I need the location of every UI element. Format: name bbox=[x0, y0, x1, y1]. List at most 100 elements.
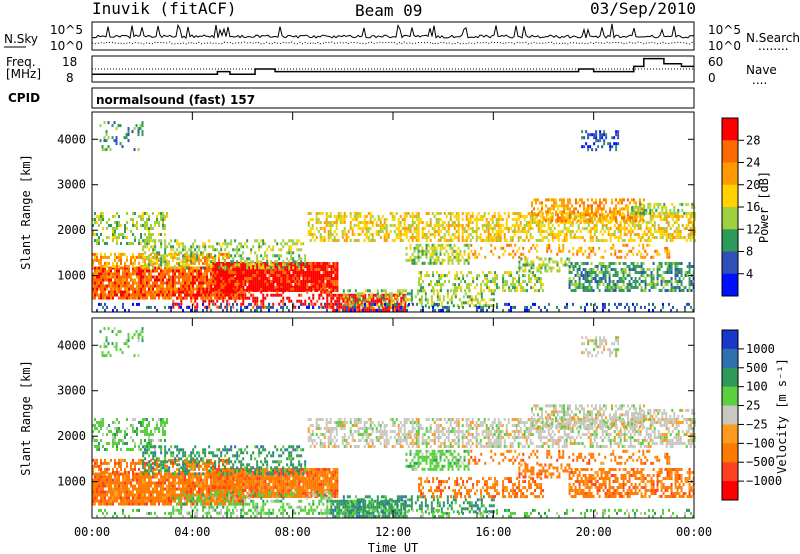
power-cell bbox=[364, 296, 367, 300]
power-cell bbox=[626, 283, 629, 286]
power-cell bbox=[410, 298, 413, 302]
power-cell bbox=[210, 281, 212, 285]
power-cell bbox=[296, 284, 299, 288]
power-cell bbox=[232, 283, 235, 286]
power-cell bbox=[403, 227, 406, 230]
power-cell bbox=[226, 293, 228, 297]
power-cell bbox=[266, 254, 269, 258]
power-cell bbox=[377, 230, 380, 233]
power-cell bbox=[541, 230, 544, 233]
power-cell bbox=[691, 202, 694, 206]
power-cell bbox=[306, 274, 309, 277]
power-cell bbox=[258, 284, 261, 288]
power-cell bbox=[403, 215, 406, 218]
power-cell bbox=[612, 216, 615, 220]
power-cell bbox=[186, 293, 188, 297]
power-cell bbox=[312, 284, 315, 288]
power-cell bbox=[430, 304, 433, 308]
power-cell bbox=[210, 287, 213, 291]
power-cell bbox=[411, 218, 414, 221]
power-cell bbox=[190, 266, 192, 270]
power-cell bbox=[312, 302, 315, 306]
power-cell bbox=[357, 221, 360, 224]
power-cell bbox=[405, 246, 408, 250]
power-cell bbox=[324, 271, 327, 274]
power-cell bbox=[194, 308, 196, 312]
power-cell bbox=[366, 305, 369, 309]
power-cell bbox=[244, 271, 247, 274]
power-cell bbox=[128, 308, 130, 312]
power-cell bbox=[643, 230, 646, 233]
power-cell bbox=[336, 293, 339, 297]
power-cell bbox=[495, 239, 498, 242]
power-cell bbox=[610, 198, 613, 202]
power-cell bbox=[532, 198, 535, 202]
power-cell bbox=[430, 289, 433, 293]
power-cell bbox=[307, 233, 310, 236]
power-cell bbox=[116, 272, 118, 276]
power-cell bbox=[172, 272, 174, 276]
power-cell bbox=[156, 308, 158, 312]
power-cell bbox=[588, 213, 591, 217]
power-cell bbox=[494, 289, 497, 293]
power-cell bbox=[276, 283, 279, 286]
power-cell bbox=[206, 284, 208, 288]
power-cell bbox=[617, 224, 620, 227]
power-cell bbox=[624, 219, 627, 223]
power-cell bbox=[174, 284, 176, 288]
power-cell bbox=[334, 299, 337, 303]
power-cell bbox=[622, 274, 625, 277]
power-cell bbox=[214, 284, 217, 288]
power-cell bbox=[228, 274, 231, 277]
power-cell bbox=[152, 212, 154, 215]
power-cell bbox=[124, 224, 126, 227]
power-cell bbox=[491, 239, 494, 242]
power-cell bbox=[216, 265, 219, 268]
power-cell bbox=[282, 268, 285, 271]
power-cell bbox=[645, 233, 648, 236]
power-cell bbox=[644, 271, 647, 274]
power-cell bbox=[112, 281, 114, 285]
power-cell bbox=[489, 236, 492, 239]
power-cell bbox=[154, 278, 156, 282]
power-cell bbox=[320, 286, 323, 289]
power-cell bbox=[532, 263, 535, 267]
power-cell bbox=[436, 302, 438, 306]
cpid-text: normalsound (fast) 157 bbox=[96, 93, 255, 107]
power-cell bbox=[628, 268, 631, 271]
power-cell bbox=[164, 227, 166, 230]
power-cell bbox=[537, 230, 540, 233]
power-cell bbox=[504, 289, 507, 293]
power-cell bbox=[600, 268, 603, 271]
power-cell bbox=[124, 293, 126, 297]
power-cell bbox=[552, 204, 555, 208]
power-cell bbox=[110, 266, 112, 270]
power-cell bbox=[194, 254, 197, 258]
power-cell bbox=[214, 287, 217, 291]
power-cell bbox=[447, 212, 450, 215]
power-cell bbox=[128, 275, 130, 279]
power-cell bbox=[603, 218, 606, 221]
power-cell bbox=[154, 242, 156, 245]
power-cell bbox=[397, 227, 400, 230]
power-cell bbox=[148, 248, 151, 252]
power-cell bbox=[372, 296, 375, 300]
power-cell bbox=[144, 233, 146, 236]
power-cell bbox=[527, 227, 530, 230]
power-cell bbox=[495, 224, 498, 227]
power-cell bbox=[184, 293, 187, 297]
power-cell bbox=[633, 205, 636, 209]
power-cell bbox=[447, 221, 450, 224]
power-cell bbox=[584, 268, 587, 271]
power-cell bbox=[622, 219, 625, 223]
power-cell bbox=[575, 230, 578, 233]
power-cell bbox=[140, 269, 142, 273]
power-cell bbox=[417, 236, 420, 239]
power-cell bbox=[118, 252, 120, 256]
power-cell bbox=[328, 305, 331, 309]
power-cell bbox=[322, 283, 325, 286]
power-cell bbox=[214, 293, 216, 297]
power-cell bbox=[578, 286, 581, 289]
power-cell bbox=[614, 207, 617, 211]
